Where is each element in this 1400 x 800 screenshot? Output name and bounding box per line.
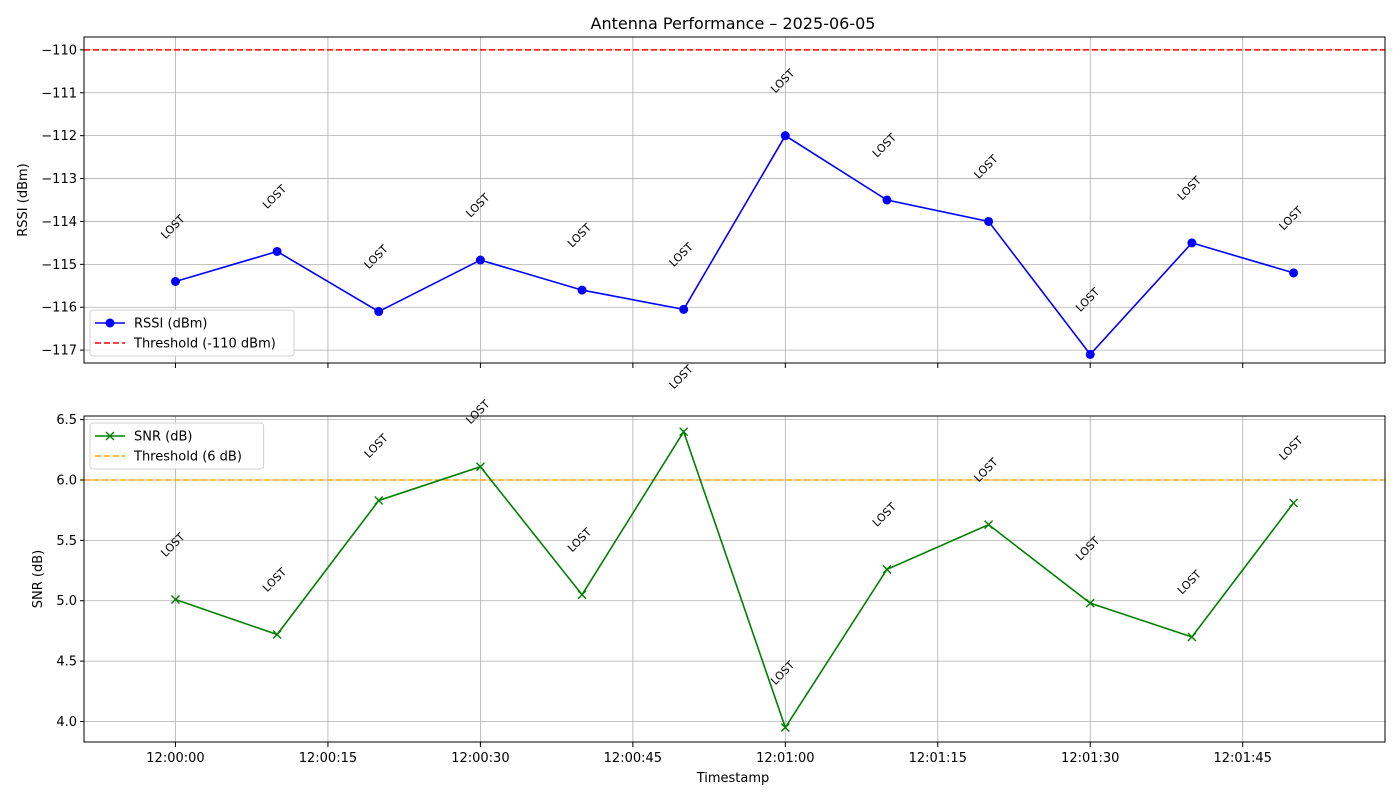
y-axis-label: RSSI (dBm) xyxy=(16,163,31,236)
y-tick-label: 5.5 xyxy=(56,534,77,549)
y-tick-label: −114 xyxy=(41,215,77,230)
legend-threshold-label: Threshold (-110 dBm) xyxy=(133,337,276,352)
x-tick-label: 12:00:45 xyxy=(604,751,662,766)
lost-annotation: LOST xyxy=(1277,434,1306,463)
data-point xyxy=(1289,498,1299,508)
x-axis-label: Timestamp xyxy=(696,771,770,786)
x-tick-label: 12:01:30 xyxy=(1061,751,1119,766)
axes-frame xyxy=(83,415,1386,743)
x-tick-label: 12:01:45 xyxy=(1214,751,1272,766)
data-point xyxy=(679,304,689,314)
lost-annotation: LOST xyxy=(667,240,696,269)
rssi-panel: LOST LOST LOST LOST LOST LOST LOST LOST LOST LOST… xyxy=(16,36,1386,368)
data-point xyxy=(272,246,282,256)
data-point xyxy=(1187,238,1197,248)
y-tick-label: −112 xyxy=(41,129,77,144)
y-tick-label: −111 xyxy=(41,86,77,101)
lost-annotation: LOST xyxy=(1175,568,1204,597)
data-point xyxy=(170,595,180,605)
data-point xyxy=(780,723,790,733)
chart-title: Antenna Performance – 2025-06-05 xyxy=(591,14,876,33)
x-tick-label: 12:00:00 xyxy=(146,751,204,766)
data-point xyxy=(1085,598,1095,608)
lost-annotation: LOST xyxy=(260,182,289,211)
lost-annotation: LOST xyxy=(972,152,1001,181)
lost-annotation: LOST xyxy=(1073,285,1102,314)
lost-annotation: LOST xyxy=(463,398,492,427)
data-point xyxy=(374,496,384,506)
lost-annotation: LOST xyxy=(1073,534,1102,563)
lost-annotation: LOST xyxy=(667,362,696,391)
legend-series-label: RSSI (dBm) xyxy=(134,317,207,332)
legend-threshold-label: Threshold (6 dB) xyxy=(133,450,242,465)
y-axis-label: SNR (dB) xyxy=(31,550,46,608)
data-point xyxy=(374,307,384,317)
y-tick-label: 4.0 xyxy=(56,715,77,730)
data-point xyxy=(272,630,282,640)
lost-annotation: LOST xyxy=(1175,174,1204,203)
data-point xyxy=(475,462,485,472)
data-point xyxy=(882,564,892,574)
data-point xyxy=(984,520,994,530)
lost-annotation: LOST xyxy=(768,66,797,95)
series-line xyxy=(175,134,1294,356)
legend-series-marker xyxy=(105,431,115,441)
y-tick-label: −116 xyxy=(41,301,77,316)
y-tick-label: −117 xyxy=(41,344,77,359)
y-tick-label: 6.5 xyxy=(56,413,77,428)
lost-annotation: LOST xyxy=(870,500,899,529)
y-tick-label: 5.0 xyxy=(56,594,77,609)
x-tick-label: 12:00:30 xyxy=(451,751,509,766)
lost-annotation: LOST xyxy=(158,212,187,241)
lost-annotation: LOST xyxy=(565,221,594,250)
lost-annotation: LOST xyxy=(362,431,391,460)
legend-series-marker xyxy=(105,318,115,328)
axes-frame xyxy=(83,36,1386,364)
x-tick-label: 12:01:15 xyxy=(909,751,967,766)
data-point xyxy=(1289,268,1299,278)
x-tick-label: 12:00:15 xyxy=(299,751,357,766)
lost-annotation: LOST xyxy=(768,658,797,687)
lost-annotation: LOST xyxy=(362,242,391,271)
y-tick-label: −110 xyxy=(41,43,77,58)
y-tick-label: 6.0 xyxy=(56,473,77,488)
lost-annotation: LOST xyxy=(1277,204,1306,233)
data-point xyxy=(780,131,790,141)
data-point xyxy=(679,427,689,437)
y-tick-label: −115 xyxy=(41,258,77,273)
legend-box xyxy=(89,309,295,357)
series-line xyxy=(175,429,1295,730)
lost-annotation: LOST xyxy=(158,530,187,559)
data-point xyxy=(577,285,587,295)
x-tick-label: 12:01:00 xyxy=(756,751,814,766)
lost-annotation: LOST xyxy=(870,131,899,160)
data-point xyxy=(1085,349,1095,359)
lost-annotation: LOST xyxy=(463,191,492,220)
snr-panel: LOST LOST LOST LOST LOST LOST LOST LOST LOST LOST… xyxy=(31,362,1386,766)
legend: SNR (dB) Threshold (6 dB) xyxy=(89,422,265,470)
data-point xyxy=(577,590,587,600)
data-point xyxy=(984,216,994,226)
data-point xyxy=(882,195,892,205)
lost-annotation: LOST xyxy=(260,565,289,594)
y-tick-label: 4.5 xyxy=(56,655,77,670)
y-tick-label: −113 xyxy=(41,172,77,187)
data-point xyxy=(475,255,485,265)
data-point xyxy=(170,277,180,286)
legend-box xyxy=(89,422,265,470)
legend-series-label: SNR (dB) xyxy=(134,430,192,445)
legend: RSSI (dBm) Threshold (-110 dBm) xyxy=(89,309,295,357)
data-point xyxy=(1187,632,1197,642)
